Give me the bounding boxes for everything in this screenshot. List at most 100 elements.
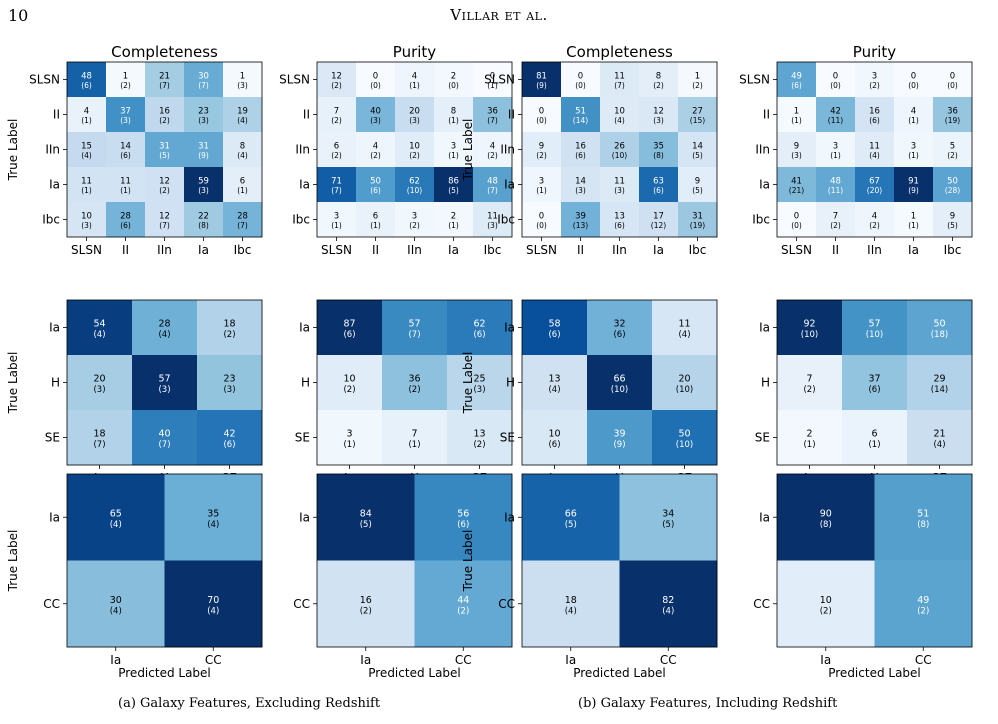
matrix-frame [521, 473, 718, 648]
cell-error: (6) [343, 330, 355, 340]
matrix-title: Purity [853, 43, 897, 61]
x-axis-title: Predicted Label [573, 666, 666, 680]
matrix-cell [855, 97, 895, 133]
cell-error: (2) [947, 151, 958, 160]
cell-error: (13) [573, 221, 588, 230]
matrix-cell [184, 167, 224, 203]
cell-value: 11 [81, 177, 92, 187]
x-tick-label: Ia [198, 243, 209, 257]
y-tick-label: Ia [759, 510, 770, 524]
cell-value: 4 [911, 107, 916, 117]
y-tick-label: CC [498, 597, 515, 611]
y-axis-title: True Label [461, 530, 475, 593]
x-tick-label: Ia [565, 653, 576, 667]
matrix-cell [106, 167, 146, 203]
cell-error: (1) [908, 151, 919, 160]
cell-value: 5 [950, 142, 955, 152]
cell-value: 0 [539, 107, 544, 117]
y-axis-title: True Label [461, 352, 475, 415]
cell-value: 7 [334, 107, 339, 117]
cell-value: 11 [678, 319, 690, 330]
matrix-cell [317, 300, 383, 356]
matrix-cell [447, 355, 513, 411]
matrix-cell [197, 410, 263, 466]
cell-error: (0) [947, 81, 958, 90]
cell-error: (3) [409, 116, 420, 125]
cell-value: 1 [794, 107, 799, 117]
matrix-cell [855, 167, 895, 203]
y-tick-label: II [53, 108, 60, 122]
cell-error: (5) [692, 186, 703, 195]
cell-value: 49 [917, 595, 929, 606]
cell-error: (6) [370, 186, 381, 195]
cell-error: (6) [473, 330, 485, 340]
cell-value: 57 [408, 319, 420, 330]
cell-value: 50 [370, 177, 381, 187]
matrix-cell [600, 132, 640, 168]
matrix-cell [145, 132, 185, 168]
cell-value: 14 [575, 177, 586, 187]
cell-error: (1) [448, 151, 459, 160]
cell-error: (5) [662, 520, 674, 530]
cell-error: (4) [207, 520, 219, 530]
matrix-cell [317, 132, 357, 168]
cell-error: (0) [448, 81, 459, 90]
matrix-cell [67, 410, 133, 466]
cell-error: (4) [93, 330, 105, 340]
matrix-cell [356, 62, 396, 98]
matrix-cell [434, 62, 474, 98]
cell-error: (5) [448, 186, 459, 195]
matrix-cell [816, 167, 856, 203]
cell-error: (1) [868, 440, 880, 450]
matrix-cell [132, 410, 198, 466]
matrix-cell [600, 167, 640, 203]
cell-error: (3) [653, 116, 664, 125]
cell-value: 27 [692, 107, 703, 117]
cell-error: (2) [692, 81, 703, 90]
matrix-cell [587, 410, 653, 466]
cell-error: (11) [828, 186, 843, 195]
cell-error: (3) [487, 221, 498, 230]
cell-error: (3) [223, 385, 235, 395]
cell-value: 8 [451, 107, 456, 117]
cell-error: (4) [869, 151, 880, 160]
matrix-cell [145, 202, 185, 238]
cell-value: 4 [373, 142, 378, 152]
cell-value: 13 [614, 212, 625, 222]
cell-error: (0) [575, 81, 586, 90]
x-tick-label: Ia [820, 653, 831, 667]
matrix-cell [600, 97, 640, 133]
cell-value: 3 [334, 212, 339, 222]
cell-value: 42 [830, 107, 841, 117]
cell-value: 8 [656, 72, 661, 82]
cell-error: (1) [370, 221, 381, 230]
cell-error: (6) [223, 440, 235, 450]
cell-value: 36 [408, 374, 420, 385]
y-tick-label: IIn [45, 143, 60, 157]
matrix-cell [67, 474, 165, 561]
cell-error: (1) [409, 81, 420, 90]
matrix-cell [933, 132, 973, 168]
matrix-cell [678, 132, 718, 168]
matrix-cell [907, 410, 973, 466]
matrix-cell [395, 97, 435, 133]
cell-value: 48 [81, 72, 92, 82]
cell-error: (5) [692, 151, 703, 160]
cell-error: (8) [820, 520, 832, 530]
x-tick-label: Ibc [689, 243, 707, 257]
cell-value: 39 [613, 429, 625, 440]
cell-value: 58 [548, 319, 560, 330]
cell-value: 0 [833, 72, 838, 82]
cell-error: (7) [614, 81, 625, 90]
cell-value: 34 [662, 508, 674, 519]
cell-error: (1) [487, 81, 498, 90]
matrix-cell [223, 202, 263, 238]
matrix-cell [106, 62, 146, 98]
cell-value: 35 [653, 142, 664, 152]
cell-error: (1) [81, 116, 92, 125]
matrix-cell [561, 167, 601, 203]
matrix-cell [317, 167, 357, 203]
matrix-cell [874, 560, 973, 648]
cell-error: (6) [575, 151, 586, 160]
matrix-cell [522, 355, 588, 411]
